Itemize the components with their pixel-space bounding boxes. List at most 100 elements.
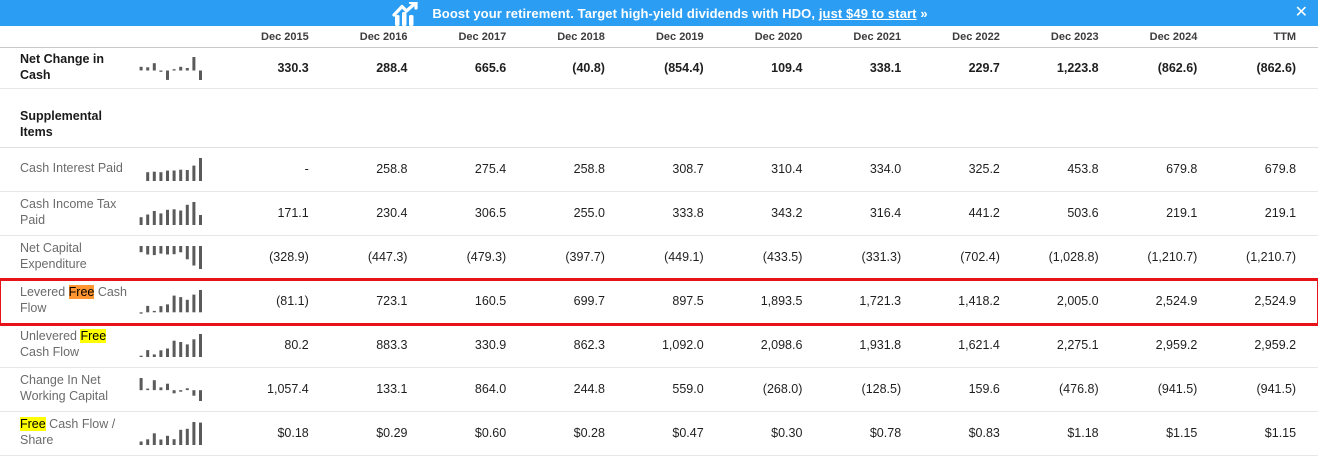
value-cell: (40.8) xyxy=(572,61,605,75)
value-cell: (449.1) xyxy=(664,250,704,264)
column-header: Dec 2018 xyxy=(557,30,605,43)
row-label: Free Cash Flow / Share xyxy=(20,417,116,447)
row-label: Cash Income Tax Paid xyxy=(20,197,117,227)
table-body: Net Change in Cash 330.3 288.4 665.6 (40.8) (… xyxy=(0,47,1318,456)
value-cell: 679.8 xyxy=(1264,162,1297,176)
value-cell: 453.8 xyxy=(1067,162,1099,176)
value-cell: 334.0 xyxy=(869,162,902,176)
value-cell: 679.8 xyxy=(1166,162,1198,176)
value-cell: 1,092.0 xyxy=(661,338,704,352)
value-cell: (128.5) xyxy=(861,382,902,396)
value-cell: $1.15 xyxy=(1264,426,1297,440)
value-cell: 343.2 xyxy=(771,206,803,220)
value-cell: $0.47 xyxy=(672,426,704,440)
column-header: Dec 2019 xyxy=(655,30,704,43)
row-label: Unlevered Free Cash Flow xyxy=(20,329,107,359)
value-cell: $0.18 xyxy=(277,426,309,440)
table-row-net-change-in-cash[interactable]: Net Change in Cash 330.3 288.4 665.6 (40.8) (… xyxy=(0,47,1318,89)
sparkline-chart xyxy=(138,289,210,314)
promo-banner[interactable]: Boost your retirement. Target high-yield… xyxy=(0,0,1318,26)
value-cell: 559.0 xyxy=(672,382,704,396)
search-highlight: Free xyxy=(68,285,95,300)
value-cell: 1,057.4 xyxy=(267,382,309,396)
table-row-change-in-net-working-capital[interactable]: Change In Net Working Capital 1,057.4 133.… xyxy=(0,367,1318,412)
search-highlight: Free xyxy=(20,417,46,432)
sparkline-chart xyxy=(138,421,210,446)
chart-growth-icon xyxy=(390,2,422,26)
value-cell: 308.7 xyxy=(672,162,704,176)
value-cell: (941.5) xyxy=(1157,382,1198,396)
table-row-levered-free-cash-flow[interactable]: Levered Free Cash Flow (81.1) 723.1 160.5 69… xyxy=(0,277,1318,326)
table-row-net-capital-expenditure[interactable]: Net Capital Expenditure (328.9) (447.3) (47… xyxy=(0,235,1318,280)
column-header: TTM xyxy=(1273,30,1297,43)
value-cell: (479.3) xyxy=(466,250,507,264)
value-cell: 219.1 xyxy=(1166,206,1198,220)
value-cell: 1,931.8 xyxy=(859,338,902,352)
value-cell: $0.78 xyxy=(869,426,902,440)
value-cell: (854.4) xyxy=(664,61,704,75)
column-header: Dec 2021 xyxy=(853,30,902,43)
value-cell: $1.18 xyxy=(1067,426,1099,440)
table-row-cash-interest-paid[interactable]: Cash Interest Paid - 258.8 275.4 258.8 308.7 3… xyxy=(0,147,1318,192)
value-cell: 1,893.5 xyxy=(760,294,803,308)
search-highlight: Free xyxy=(80,329,107,344)
value-cell: 306.5 xyxy=(474,206,507,220)
value-cell: 897.5 xyxy=(672,294,704,308)
value-cell: $0.83 xyxy=(968,426,1000,440)
value-cell: 109.4 xyxy=(771,61,803,75)
column-header: Dec 2023 xyxy=(1050,30,1099,43)
value-cell: 862.3 xyxy=(573,338,605,352)
value-cell: 333.8 xyxy=(672,206,704,220)
value-cell: 2,275.1 xyxy=(1056,338,1099,352)
value-cell: 275.4 xyxy=(474,162,507,176)
value-cell: - xyxy=(304,162,309,176)
banner-text: Boost your retirement. Target high-yield… xyxy=(432,5,928,21)
value-cell: 2,005.0 xyxy=(1056,294,1099,308)
value-cell: $0.30 xyxy=(771,426,803,440)
value-cell: 258.8 xyxy=(573,162,605,176)
value-cell: 258.8 xyxy=(376,162,408,176)
value-cell: (397.7) xyxy=(565,250,605,264)
value-cell: 80.2 xyxy=(284,338,309,352)
close-icon[interactable]: ✕ xyxy=(1294,4,1308,21)
value-cell: (941.5) xyxy=(1256,382,1297,396)
value-cell: 310.4 xyxy=(771,162,803,176)
value-cell: 2,098.6 xyxy=(760,338,803,352)
value-cell: 699.7 xyxy=(573,294,605,308)
value-cell: (476.8) xyxy=(1059,382,1099,396)
value-cell: 1,223.8 xyxy=(1056,61,1099,75)
table-row-cash-income-tax-paid[interactable]: Cash Income Tax Paid 171.1 230.4 306.5 255.0… xyxy=(0,191,1318,236)
value-cell: (268.0) xyxy=(762,382,803,396)
column-header: Dec 2015 xyxy=(261,30,309,43)
value-cell: 503.6 xyxy=(1067,206,1099,220)
column-header: Dec 2022 xyxy=(952,30,1000,43)
value-cell: 2,959.2 xyxy=(1155,338,1198,352)
value-cell: 441.2 xyxy=(968,206,1000,220)
value-cell: 338.1 xyxy=(869,61,902,75)
value-cell: 316.4 xyxy=(869,206,902,220)
value-cell: (81.1) xyxy=(276,294,309,308)
banner-link[interactable]: just $49 to start xyxy=(818,5,917,21)
value-cell: (328.9) xyxy=(269,250,309,264)
value-cell: (862.6) xyxy=(1256,61,1297,75)
sparkline-chart xyxy=(138,245,210,270)
table-row-unlevered-free-cash-flow[interactable]: Unlevered Free Cash Flow 80.2 883.3 330.9 86… xyxy=(0,323,1318,368)
value-cell: 133.1 xyxy=(376,382,408,396)
sparkline-chart xyxy=(138,333,210,358)
row-label: Net Capital Expenditure xyxy=(20,241,87,271)
value-cell: 1,721.3 xyxy=(859,294,902,308)
value-cell: 330.3 xyxy=(277,61,309,75)
section-header-supplemental-items: Supplemental Items xyxy=(0,106,1318,148)
value-cell: (702.4) xyxy=(960,250,1000,264)
value-cell: (1,028.8) xyxy=(1048,250,1099,264)
column-header: Dec 2016 xyxy=(359,30,408,43)
value-cell: 864.0 xyxy=(474,382,507,396)
sparkline-chart xyxy=(138,157,210,182)
value-cell: 230.4 xyxy=(376,206,408,220)
value-cell: (447.3) xyxy=(367,250,408,264)
sparkline-chart xyxy=(138,377,210,402)
value-cell: 330.9 xyxy=(474,338,507,352)
table-row-free-cash-flow-per-share[interactable]: Free Cash Flow / Share $0.18 $0.29 $0.60 $0.… xyxy=(0,411,1318,456)
value-cell: (1,210.7) xyxy=(1246,250,1297,264)
row-label: Cash Interest Paid xyxy=(20,161,123,176)
